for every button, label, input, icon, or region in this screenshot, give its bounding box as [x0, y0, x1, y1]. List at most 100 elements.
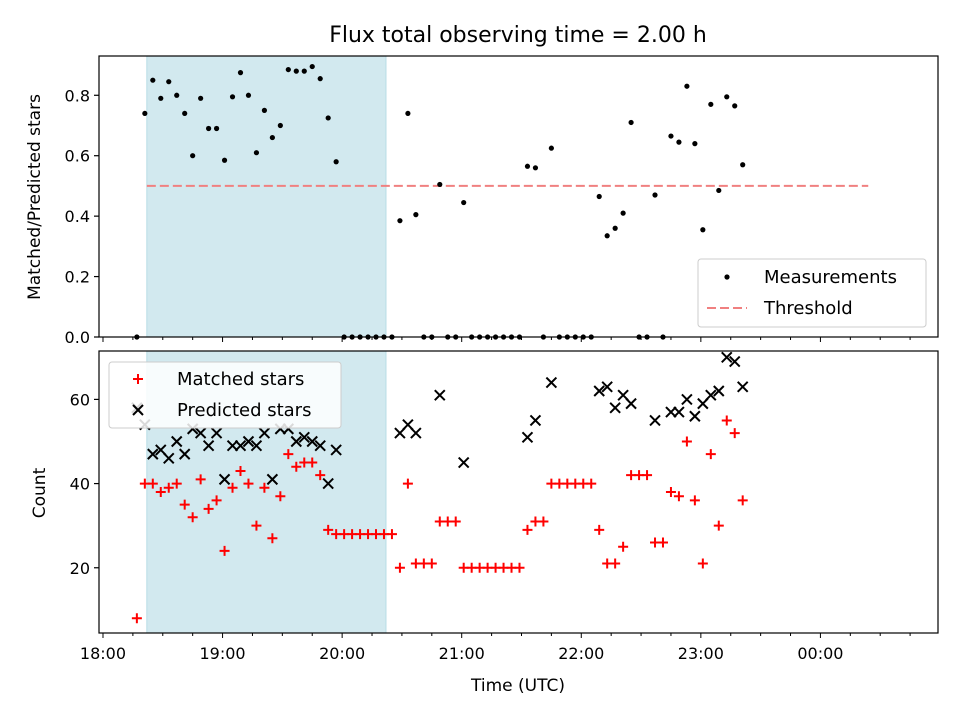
top-y-axis-label: Matched/Predicted stars [25, 94, 45, 300]
measurement-point [166, 79, 172, 85]
measurement-point [182, 110, 188, 117]
predicted-stars-point [266, 473, 279, 486]
measurement-point [293, 68, 299, 74]
measurement-point [253, 150, 260, 156]
predicted-stars-point [250, 439, 263, 452]
predicted-stars-point [681, 393, 693, 406]
legend-predicted-label: Predicted stars [177, 400, 311, 421]
matched-stars-point [315, 470, 326, 481]
predicted-stars-point [736, 381, 749, 393]
measurement-point [724, 94, 730, 100]
measurement-point [237, 70, 244, 76]
predicted-stars-point [163, 452, 175, 465]
matched-stars-point [737, 495, 748, 506]
predicted-stars-point [322, 477, 334, 490]
measurement-point [333, 159, 339, 165]
matched-stars-point [195, 474, 206, 485]
measurement-point [524, 163, 531, 169]
predicted-stars-point [609, 402, 621, 414]
measurement-point [700, 227, 706, 233]
measurement-point [604, 233, 610, 239]
x-tick-label: 21:00 [439, 644, 485, 663]
predicted-stars-point [171, 435, 183, 448]
legend-threshold-label: Threshold [763, 298, 853, 319]
predicted-stars-point [298, 431, 310, 443]
predicted-stars-point [545, 376, 558, 389]
measurement-point [142, 110, 148, 117]
measurement-point [652, 192, 658, 198]
measurement-point [277, 122, 283, 129]
predicted-stars-point [314, 439, 326, 452]
measurement-point [612, 225, 618, 231]
top-panel: 0.0 0.2 0.4 0.6 0.8 Measurements Threshold [65, 55, 939, 347]
predicted-stars-point [194, 427, 207, 439]
bottom-y-axis-label: Count [30, 467, 50, 518]
predicted-stars-point [705, 389, 717, 401]
measurement-point [620, 210, 626, 216]
legend-matched-label: Matched stars [177, 369, 304, 390]
matched-stars-point [187, 512, 198, 523]
measurement-point [628, 119, 634, 126]
matched-stars-point [394, 562, 405, 573]
x-tick-label: 23:00 [678, 644, 724, 663]
y-tick-label: 20 [70, 559, 90, 578]
predicted-stars-point [649, 414, 661, 427]
predicted-stars-point [258, 427, 271, 439]
measurement-point [269, 134, 275, 141]
measurement-point [405, 110, 411, 117]
measurement-point [301, 68, 307, 74]
matched-stars-point [665, 487, 676, 497]
measurement-point [325, 115, 331, 121]
observing-window-span [146, 55, 387, 338]
matched-stars-point [163, 482, 174, 493]
y-tick-label: 0.2 [65, 268, 90, 287]
matched-stars-point [386, 529, 397, 540]
predicted-stars-point [242, 435, 255, 448]
predicted-stars-point [234, 439, 247, 452]
axes-frame [98, 55, 939, 338]
y-tick-label: 0.8 [65, 86, 90, 105]
x-axis-label: Time (UTC) [470, 676, 565, 696]
matched-stars-point [450, 516, 461, 527]
measurement-point [221, 157, 228, 163]
matched-stars-point [323, 524, 334, 535]
y-tick-label: 0.4 [65, 207, 90, 226]
matched-stars-point [610, 558, 621, 569]
measurement-point [740, 162, 746, 168]
axes-frame [98, 350, 939, 634]
predicted-stars-point [713, 385, 725, 397]
matched-stars-point [721, 415, 732, 426]
matched-stars-point [155, 487, 166, 497]
measurement-point [732, 103, 738, 109]
predicted-stars-point [457, 456, 470, 469]
matched-stars-point [689, 495, 700, 506]
predicted-stars-point [529, 414, 542, 427]
matched-stars-point [713, 520, 724, 531]
predicted-stars-point [410, 427, 422, 439]
matched-stars-point [179, 499, 190, 510]
measurement-point [261, 107, 268, 113]
measurement-point [596, 193, 602, 200]
matched-stars-point [259, 482, 270, 493]
measurement-point [676, 139, 682, 145]
legend-predicted-marker [132, 404, 144, 416]
matched-stars-point [673, 491, 684, 502]
matched-stars-point [522, 524, 533, 535]
predicted-stars-point [290, 435, 303, 448]
predicted-stars-point [178, 448, 191, 460]
x-tick-label: 00:00 [797, 644, 843, 663]
measurement-point [158, 95, 164, 101]
matched-stars-point [729, 428, 740, 439]
x-tick-label: 22:00 [558, 644, 604, 663]
chart-title: Flux total observing time = 2.00 h [329, 23, 707, 48]
matched-stars-point [275, 491, 286, 502]
measurement-point [548, 145, 554, 151]
x-tick-label: 18:00 [80, 644, 126, 663]
legend-box [108, 361, 342, 429]
measurement-point [532, 165, 539, 171]
y-tick-label: 0.0 [65, 328, 90, 347]
legend-box [697, 258, 927, 328]
matched-stars-point [291, 461, 302, 472]
